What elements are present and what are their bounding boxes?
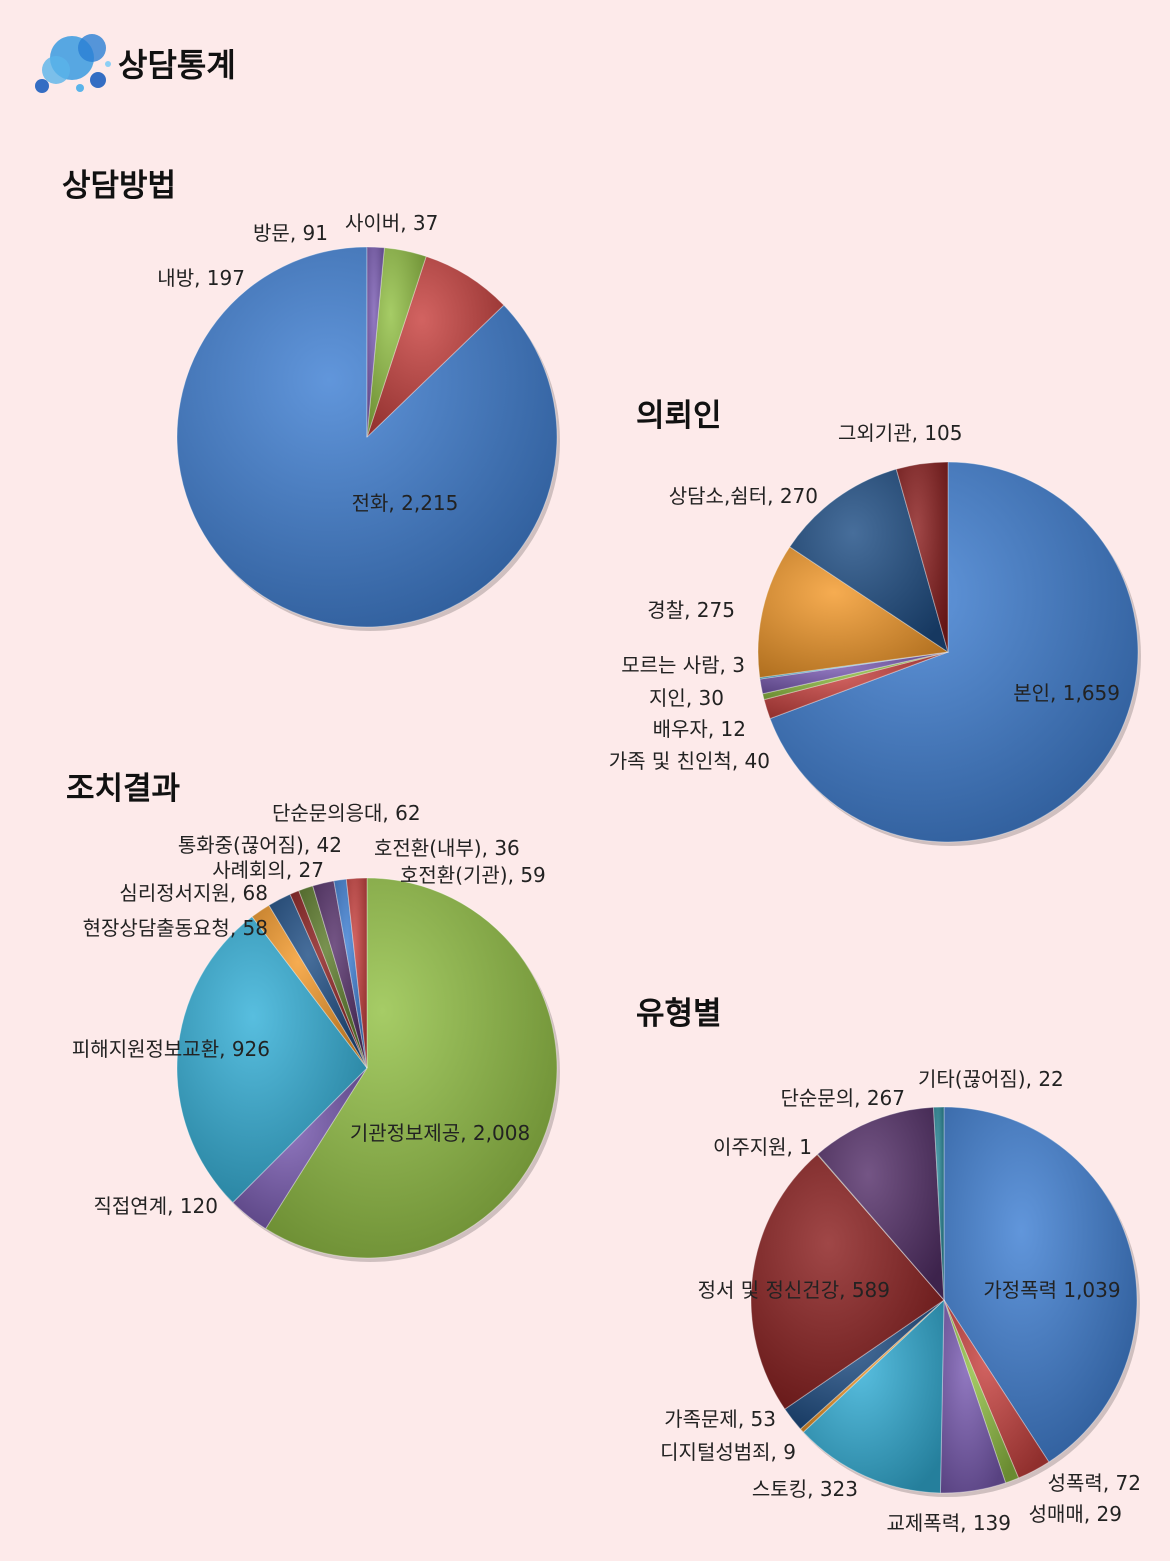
data-label-type-7: 정서 및 정신건강, 589 bbox=[698, 1278, 890, 1302]
data-label-requester-3: 지인, 30 bbox=[649, 686, 724, 710]
data-label-method-2: 방문, 91 bbox=[253, 221, 328, 245]
data-label-type-4: 스토킹, 323 bbox=[752, 1477, 858, 1501]
section-title-method: 상담방법 bbox=[62, 168, 177, 204]
data-label-method-1: 내방, 197 bbox=[157, 266, 245, 290]
data-label-requester-0: 본인, 1,659 bbox=[1013, 681, 1120, 705]
data-label-requester-2: 배우자, 12 bbox=[653, 717, 746, 741]
data-label-type-2: 성매매, 29 bbox=[1029, 1502, 1122, 1526]
data-label-result-8: 호전환(내부), 36 bbox=[374, 836, 520, 860]
data-label-result-2: 피해지원정보교환, 926 bbox=[72, 1037, 270, 1061]
pie-slice-method-3 bbox=[366, 246, 385, 438]
pie-slice-method-1 bbox=[366, 255, 505, 438]
data-label-requester-7: 그외기관, 105 bbox=[838, 421, 963, 445]
data-label-result-7: 단순문의응대, 62 bbox=[272, 801, 421, 825]
pie-slice-method-2 bbox=[366, 247, 427, 438]
data-label-method-0: 전화, 2,215 bbox=[352, 491, 459, 515]
section-title-result: 조치결과 bbox=[66, 771, 181, 807]
data-label-result-4: 심리정서지원, 68 bbox=[119, 881, 268, 905]
section-title-type: 유형별 bbox=[636, 996, 722, 1032]
data-label-type-6: 가족문제, 53 bbox=[664, 1407, 776, 1431]
pie-slice-requester-7 bbox=[895, 461, 949, 653]
pie-slice-result-4 bbox=[268, 893, 368, 1069]
pie-slice-requester-6 bbox=[789, 468, 949, 654]
data-label-method-3: 사이버, 37 bbox=[345, 211, 438, 235]
pie-slice-type-2 bbox=[943, 1299, 1020, 1484]
data-label-result-1: 직접연계, 120 bbox=[94, 1194, 219, 1218]
pie-slice-type-5 bbox=[799, 1299, 945, 1433]
data-label-result-6: 통화중(끊어짐), 42 bbox=[178, 833, 342, 857]
page-title: 상담통계 bbox=[118, 46, 236, 84]
pie-slice-result-2 bbox=[176, 915, 368, 1204]
pie-slice-requester-5 bbox=[757, 546, 950, 679]
pie-slice-type-0 bbox=[943, 1106, 1138, 1463]
data-label-type-3: 교제폭력, 139 bbox=[887, 1511, 1012, 1535]
pie-method bbox=[176, 246, 560, 631]
pie-result bbox=[176, 877, 560, 1262]
pie-slice-type-3 bbox=[939, 1299, 1007, 1494]
pie-requester bbox=[757, 461, 1141, 846]
data-label-requester-1: 가족 및 친인척, 40 bbox=[609, 749, 770, 773]
section-title-requester: 의뢰인 bbox=[636, 398, 722, 434]
data-label-result-9: 호전환(기관), 59 bbox=[400, 863, 546, 887]
pie-slice-type-7 bbox=[750, 1153, 945, 1410]
data-label-type-9: 단순문의, 267 bbox=[781, 1086, 906, 1110]
data-label-requester-4: 모르는 사람, 3 bbox=[621, 653, 745, 677]
data-label-requester-5: 경찰, 275 bbox=[647, 598, 735, 622]
pie-slice-type-9 bbox=[816, 1106, 945, 1302]
pie-type bbox=[750, 1106, 1140, 1497]
pie-slice-result-6 bbox=[298, 885, 368, 1069]
pie-slice-type-4 bbox=[802, 1298, 945, 1494]
watercolor-logo-icon bbox=[35, 34, 111, 93]
data-label-type-0: 가정폭력 1,039 bbox=[983, 1278, 1120, 1302]
data-label-result-3: 현장상담출동요청, 58 bbox=[83, 916, 268, 940]
pie-slice-type-6 bbox=[784, 1299, 945, 1430]
pie-slice-requester-0 bbox=[769, 461, 1139, 843]
data-label-result-0: 기관정보제공, 2,008 bbox=[350, 1121, 530, 1145]
pie-slice-result-5 bbox=[289, 890, 368, 1069]
pie-slice-type-10 bbox=[932, 1106, 945, 1301]
pie-slice-result-1 bbox=[232, 1067, 368, 1230]
data-label-type-8: 이주지원, 1 bbox=[713, 1135, 812, 1159]
pie-slice-requester-4 bbox=[759, 651, 949, 680]
pie-slice-result-3 bbox=[251, 904, 368, 1069]
pie-slice-requester-1 bbox=[763, 651, 949, 720]
pie-slice-type-8 bbox=[816, 1153, 945, 1301]
data-label-type-1: 성폭력, 72 bbox=[1048, 1471, 1141, 1495]
pie-slice-result-0 bbox=[264, 877, 558, 1259]
pie-slice-method-0 bbox=[176, 246, 558, 628]
data-label-type-10: 기타(끊어짐), 22 bbox=[918, 1067, 1064, 1091]
pie-slice-result-7 bbox=[312, 880, 368, 1069]
data-label-requester-6: 상담소,쉼터, 270 bbox=[669, 484, 818, 508]
pie-slice-type-1 bbox=[943, 1299, 1050, 1479]
pie-slice-requester-3 bbox=[759, 651, 949, 695]
pie-slice-result-9 bbox=[345, 877, 368, 1069]
pie-slice-requester-2 bbox=[762, 651, 949, 701]
pie-slice-result-8 bbox=[333, 878, 368, 1069]
data-label-type-5: 디지털성범죄, 9 bbox=[660, 1440, 796, 1464]
data-label-result-5: 사례회의, 27 bbox=[212, 858, 324, 882]
